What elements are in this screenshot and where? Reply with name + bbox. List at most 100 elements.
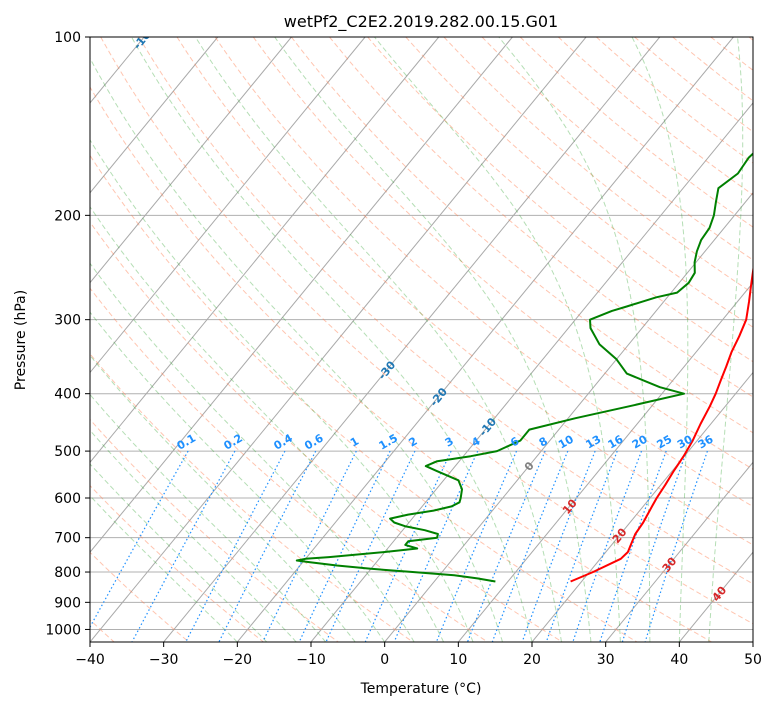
temperature-profile [570, 264, 753, 583]
y-tick-label: 300 [54, 313, 81, 329]
mixing-ratio-label: 1 [348, 435, 361, 450]
mixing-ratio-lines [90, 450, 708, 642]
mixing-ratio-line [545, 450, 618, 642]
mixing-ratio-line [131, 450, 236, 642]
mixing-ratio-label: 4 [469, 434, 482, 449]
mixing-ratio-line [521, 450, 596, 642]
dry-adiabat [100, 37, 753, 625]
mixing-ratio-line [298, 450, 391, 642]
y-tick-label: 800 [54, 565, 81, 581]
mixing-ratio-line [491, 450, 569, 642]
mixing-ratio-labels: 0.1 0.2 0.4 0.6 1 1.5 2 3 4 6 8 10 13 16 20 25 30 36 [175, 431, 716, 452]
moist-adiabats [90, 37, 744, 642]
x-tick-label: 20 [523, 652, 541, 668]
dry-adiabat [90, 154, 638, 642]
dry-adiabat [176, 37, 753, 546]
mixing-ratio-line [621, 450, 688, 642]
isotherm-line [90, 37, 587, 642]
isotherm-line [605, 461, 753, 642]
isotherm-line [384, 192, 753, 642]
dry-adiabat [557, 37, 753, 196]
x-axis: −40 −30 −20 −10 0 10 20 30 40 50 [75, 642, 762, 668]
x-tick-label: 0 [380, 652, 389, 668]
y-tick-label: 1000 [45, 622, 81, 638]
mixing-ratio-line [644, 450, 708, 642]
moist-adiabat [274, 37, 592, 642]
dry-adiabat [672, 37, 753, 102]
mixing-ratio-label: 0.6 [302, 431, 326, 452]
isotherm-line [0, 37, 70, 642]
dry-adiabat [634, 37, 753, 133]
mixing-ratio-label: 13 [583, 433, 603, 452]
dry-adiabat [519, 37, 753, 228]
x-tick-label: 40 [670, 652, 688, 668]
skewed-isotherms [0, 37, 753, 642]
dry-adiabats [90, 37, 753, 642]
mixing-ratio-line [572, 450, 643, 642]
mixing-ratio-line [262, 450, 357, 642]
x-axis-label: Temperature (°C) [360, 681, 482, 697]
mixing-ratio-label: 1.5 [377, 432, 400, 453]
moist-adiabat [90, 354, 356, 642]
mixing-ratio-line [218, 450, 317, 642]
mixing-ratio-label: 0.4 [271, 431, 295, 452]
x-tick-label: −10 [296, 652, 326, 668]
moist-adiabat [90, 311, 386, 642]
moist-adiabat [708, 37, 744, 642]
mixing-ratio-label: 2 [407, 435, 420, 450]
dry-adiabat [367, 37, 753, 363]
isotherm-line [236, 37, 734, 642]
moist-adiabat [374, 37, 621, 642]
isotherm-line [457, 281, 753, 642]
x-tick-label: −40 [75, 652, 105, 668]
mixing-ratio-line [90, 450, 189, 629]
dry-adiabat [90, 353, 414, 642]
moist-adiabat [90, 393, 327, 642]
mixing-ratio-label: 25 [655, 433, 675, 452]
y-tick-label: 400 [54, 387, 81, 403]
dry-adiabat [329, 37, 753, 398]
chart-title: wetPf2_C2E2.2019.282.00.15.G01 [284, 12, 558, 32]
mixing-ratio-line [393, 450, 479, 642]
mixing-ratio-label: 0.2 [221, 432, 244, 453]
moist-adiabat [631, 37, 689, 642]
mixing-ratio-line [185, 450, 286, 642]
y-tick-label: 600 [54, 491, 81, 507]
mixing-ratio-label: 10 [556, 432, 576, 451]
x-tick-label: −20 [223, 652, 253, 668]
moist-adiabat [90, 262, 415, 642]
moist-adiabat [498, 37, 651, 642]
x-tick-label: 50 [744, 652, 762, 668]
dewpoint-profile [295, 152, 753, 583]
isotherm-line [90, 37, 440, 464]
isotherm-line [752, 641, 753, 642]
mixing-ratio-line [599, 450, 667, 642]
dry-adiabat [90, 418, 339, 642]
dry-adiabat [138, 37, 753, 585]
isotherm-line [90, 37, 292, 284]
x-tick-label: 10 [449, 652, 467, 668]
mixing-ratio-label: 36 [696, 432, 716, 451]
moist-adiabat [131, 37, 533, 642]
isotherm-line [163, 37, 661, 642]
mixing-ratio-label: 30 [675, 432, 695, 451]
mixing-ratio-line [466, 450, 546, 642]
dry-adiabat [90, 287, 488, 642]
moist-adiabat [90, 57, 503, 642]
isotherm-line [90, 37, 513, 553]
mixing-ratio-label: 3 [443, 435, 456, 450]
sounding-profiles [295, 152, 753, 583]
isotherm-line [531, 371, 753, 642]
plot-frame [89, 36, 754, 643]
mixing-ratio-line [435, 450, 518, 642]
isotherm-line [90, 37, 366, 374]
dry-adiabat [90, 221, 563, 642]
moist-adiabat [194, 37, 562, 642]
mixing-ratio-line [325, 450, 416, 642]
moist-adiabat [90, 495, 238, 642]
mixing-ratio-label: 16 [606, 432, 626, 451]
mixing-ratio-label: 8 [537, 435, 550, 450]
isotherm-line [678, 551, 753, 642]
isotherm-line [310, 102, 753, 642]
